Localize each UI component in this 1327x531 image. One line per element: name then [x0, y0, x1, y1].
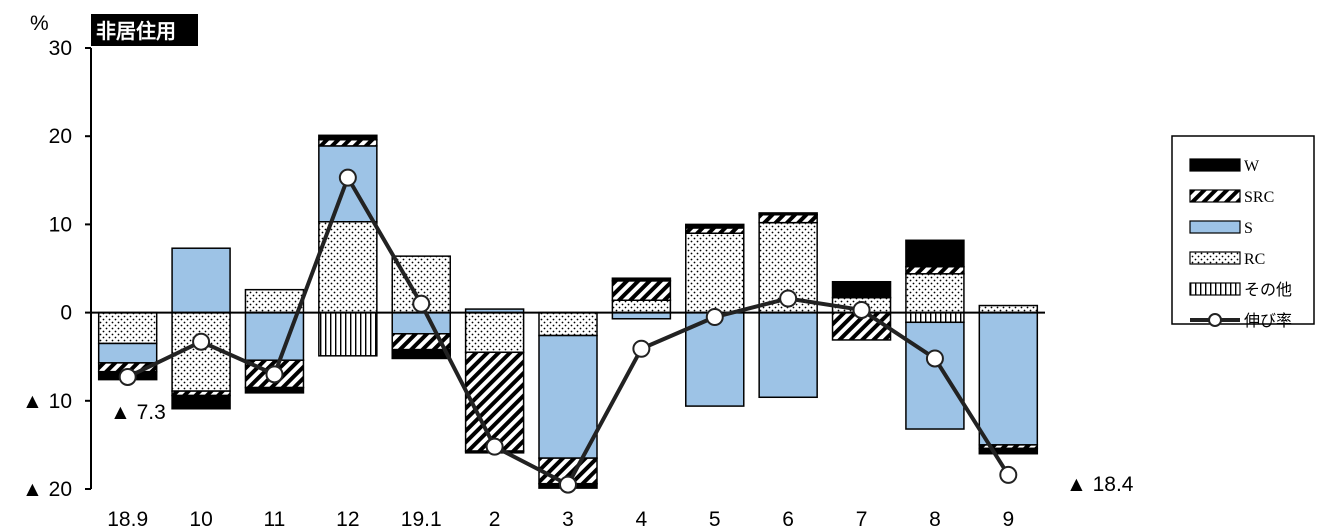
- unit-label: %: [30, 12, 49, 35]
- legend-label: RC: [1244, 251, 1265, 268]
- bar-dots-7: [611, 299, 672, 314]
- growth-point: [999, 465, 1018, 484]
- growth-point: [265, 365, 284, 384]
- bar-blue-12: [978, 311, 1039, 446]
- bar-dots-8: [685, 232, 745, 314]
- bar-blue-8: [685, 311, 745, 407]
- x-tick-label: 8: [929, 508, 941, 531]
- legend-swatch: [1189, 189, 1241, 203]
- growth-line: [118, 168, 1018, 494]
- y-tick-label: 30: [49, 37, 72, 60]
- annotations: ▲ 7.3 ▲ 18.4: [110, 401, 1134, 496]
- bar-black-12: [978, 447, 1039, 455]
- legend-swatch: [1189, 282, 1241, 296]
- bar-blue-1: [171, 247, 231, 314]
- bar-hatch-7: [611, 280, 672, 302]
- x-tick-label: 19.1: [401, 508, 442, 531]
- bar-black-7: [611, 277, 672, 282]
- bar-dots-0: [97, 311, 158, 345]
- bar-dots-11: [905, 273, 965, 314]
- bar-hatch-3: [318, 138, 378, 147]
- annotation-last: ▲ 18.4: [1066, 473, 1134, 496]
- x-ticks: 18.9 10 11 12 19.1 2 3 4 5 6 7 8 9: [107, 508, 1014, 531]
- growth-point: [118, 367, 137, 386]
- x-tick-label: 6: [782, 508, 794, 531]
- legend-label: 伸び率: [1244, 312, 1292, 330]
- growth-point: [559, 475, 577, 494]
- growth-point: [412, 294, 431, 313]
- x-tick-label: 5: [709, 508, 721, 531]
- x-tick-label: 2: [489, 508, 501, 531]
- bar-blue-9: [758, 311, 818, 399]
- legend-swatch: [1189, 251, 1241, 265]
- growth-point: [192, 332, 211, 351]
- bar-black-10: [831, 280, 892, 299]
- bar-hatch-5: [464, 351, 525, 452]
- bar-hatch-11: [905, 265, 965, 275]
- legend-label: S: [1244, 220, 1253, 237]
- x-tick-label: 3: [562, 508, 574, 531]
- bar-hatch-8: [685, 227, 745, 234]
- y-tick-label: ▲ 10: [22, 390, 72, 413]
- legend-line-marker: [1208, 313, 1222, 327]
- bar-blue-11: [905, 321, 965, 430]
- bar-black-8: [685, 223, 745, 229]
- bar-dots-5: [464, 311, 525, 354]
- y-tick-label: ▲ 20: [22, 478, 72, 501]
- bar-black-4: [391, 348, 451, 360]
- y-tick-label: 20: [49, 125, 72, 148]
- growth-point: [852, 300, 871, 319]
- chart-title: 非居住用: [91, 14, 198, 46]
- bar-dots-12: [978, 304, 1039, 314]
- x-tick-label: 11: [264, 508, 286, 531]
- bar-vlines-11: [905, 311, 965, 324]
- y-tick-label: 10: [49, 213, 72, 236]
- legend-label: SRC: [1244, 189, 1274, 206]
- bar-dots-3: [318, 221, 378, 314]
- growth-point: [925, 349, 944, 368]
- x-tick-label: 12: [336, 508, 359, 531]
- bar-black-9: [758, 212, 818, 216]
- bar-black-11: [905, 239, 965, 268]
- legend-swatch: [1189, 158, 1241, 172]
- growth-point: [632, 339, 651, 358]
- growth-point: [779, 289, 798, 308]
- bar-black-1: [171, 394, 231, 410]
- x-tick-label: 9: [1002, 508, 1014, 531]
- bar-vlines-3: [318, 311, 378, 357]
- bar-black-3: [318, 134, 378, 141]
- growth-point: [485, 437, 504, 456]
- bar-blue-4: [391, 311, 451, 335]
- growth-point: [338, 168, 357, 187]
- y-ticks: 30 20 10 0 ▲ 10 ▲ 20: [22, 37, 91, 501]
- legend-label: W: [1244, 158, 1260, 175]
- annotation-first: ▲ 7.3: [110, 401, 166, 424]
- bar-dots-6: [538, 311, 598, 337]
- x-tick-label: 4: [636, 508, 648, 531]
- svg-text:非居住用: 非居住用: [96, 19, 176, 43]
- x-tick-label: 7: [856, 508, 868, 531]
- bar-blue-6: [538, 334, 598, 459]
- y-tick-label: 0: [60, 302, 72, 325]
- x-tick-label: 18.9: [107, 508, 148, 531]
- legend-swatch: [1189, 220, 1241, 234]
- bar-black-2: [244, 386, 305, 394]
- growth-point: [705, 308, 724, 327]
- legend-label: その他: [1244, 281, 1292, 299]
- bar-blue-0: [97, 342, 158, 364]
- bar-dots-2: [244, 288, 305, 314]
- bars: [97, 134, 1039, 489]
- x-tick-label: 10: [189, 508, 212, 531]
- bar-hatch-9: [758, 213, 818, 224]
